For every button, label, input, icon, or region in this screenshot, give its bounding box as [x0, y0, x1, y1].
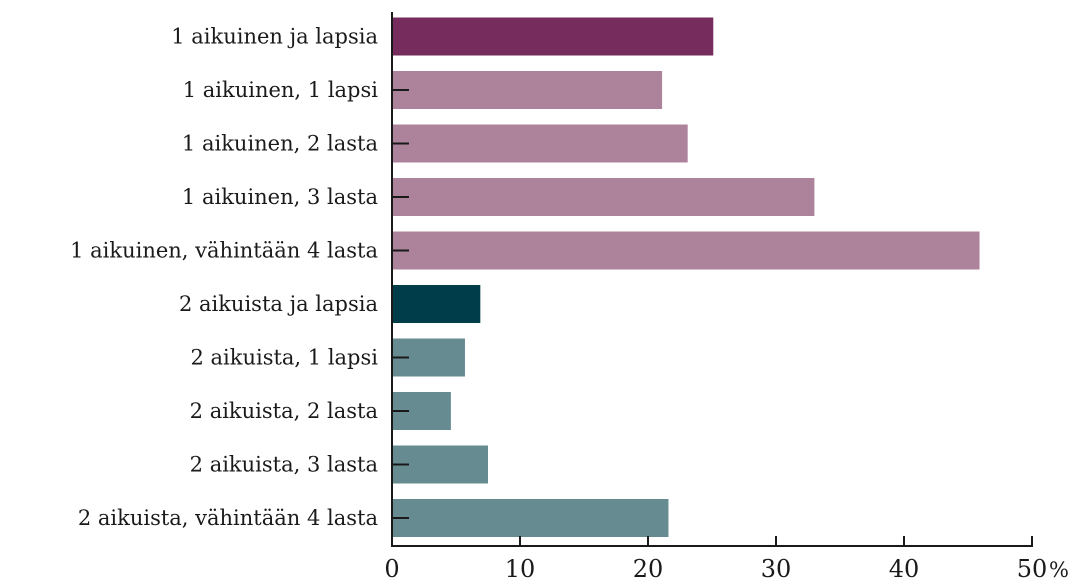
x-tick-label-40: 40 — [889, 555, 920, 583]
category-label-10: 2 aikuista, vähintään 4 lasta — [78, 506, 378, 530]
category-label-5: 1 aikuinen, vähintään 4 lasta — [70, 239, 378, 263]
bars-group — [392, 17, 980, 537]
x-tick-label-0: 0 — [384, 555, 399, 583]
x-tick-label-20: 20 — [633, 555, 664, 583]
category-label-3: 1 aikuinen, 2 lasta — [182, 132, 378, 156]
bar-5 — [392, 231, 980, 270]
bar-4 — [392, 178, 815, 216]
bar-6 — [392, 285, 481, 323]
x-tick-label-30: 30 — [761, 555, 792, 583]
category-label-1: 1 aikuinen ja lapsia — [171, 25, 378, 49]
category-label-4: 1 aikuinen, 3 lasta — [182, 185, 378, 209]
category-labels-group: 1 aikuinen ja lapsia 1 aikuinen, 1 lapsi 1… — [70, 25, 378, 531]
category-label-2: 1 aikuinen, 1 lapsi — [183, 78, 379, 102]
bar-3 — [392, 124, 688, 163]
bar-10 — [392, 499, 669, 537]
x-ticks-group: 0 10 20 30 40 50 — [384, 536, 1047, 583]
x-unit-label: % — [1049, 558, 1069, 582]
bar-1 — [392, 17, 714, 56]
x-tick-label-10: 10 — [505, 555, 536, 583]
category-label-7: 2 aikuista, 1 lapsi — [190, 346, 378, 370]
category-label-6: 2 aikuista ja lapsia — [179, 292, 378, 316]
category-tick-marks-group — [392, 89, 409, 519]
x-tick-label-50: 50 — [1017, 555, 1048, 583]
category-label-8: 2 aikuista, 2 lasta — [190, 399, 378, 423]
category-label-9: 2 aikuista, 3 lasta — [190, 453, 378, 477]
bar-2 — [392, 71, 663, 109]
